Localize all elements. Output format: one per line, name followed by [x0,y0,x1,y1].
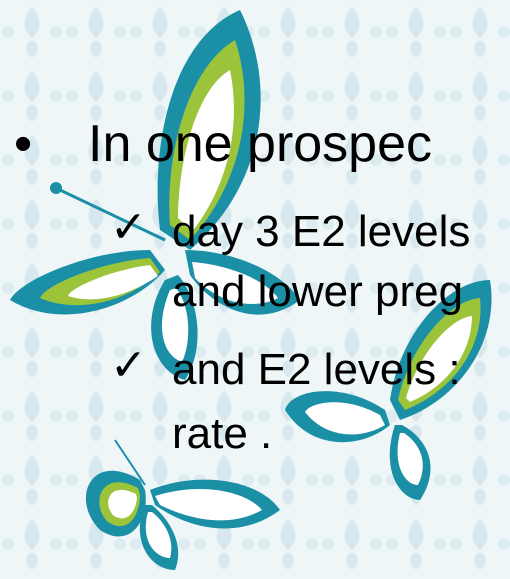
sub-text-line: rate . [172,412,272,456]
check-marker: ✓ [110,344,147,388]
bullet-marker: • [14,118,32,170]
slide: • In one prospec ✓ day 3 E2 levels and l… [0,0,510,579]
sub-text-line: and lower preg [172,270,463,314]
sub-text-line: day 3 E2 levels [172,210,470,254]
check-marker: ✓ [110,206,147,250]
bullet-text: In one prospec [88,118,432,170]
sub-text-line: and E2 levels : [172,348,461,392]
